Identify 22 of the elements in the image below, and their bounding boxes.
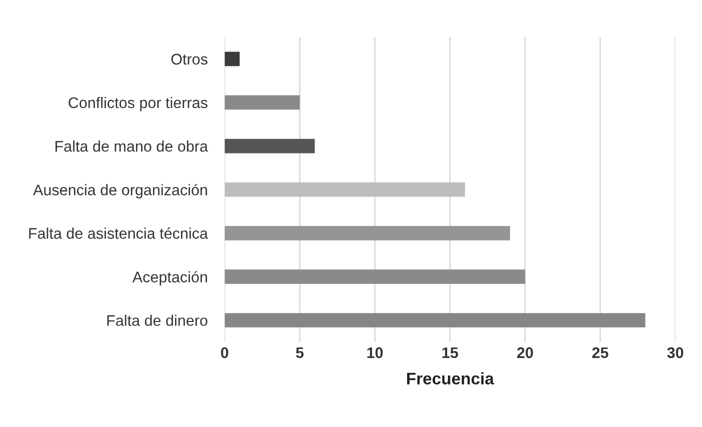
- y-tick-label: Falta de dinero: [107, 314, 208, 326]
- bar: [224, 226, 510, 240]
- bar: [224, 270, 526, 284]
- x-axis-title: Frecuencia: [407, 372, 494, 384]
- bar: [224, 182, 466, 197]
- y-tick-label: Conflictos por tierras: [68, 96, 208, 112]
- y-tick-label: Falta de asistencia técnica: [29, 227, 208, 239]
- y-tick-label: Ausencia de organización: [33, 184, 207, 198]
- x-tick-label: 25: [592, 347, 608, 358]
- x-tick-label: 0: [220, 347, 228, 358]
- bar: [224, 313, 646, 328]
- x-tick-label: 20: [517, 347, 533, 358]
- x-tick-label: 30: [667, 347, 684, 358]
- y-tick-label: Falta de mano de obra: [56, 140, 208, 152]
- bar: [224, 138, 315, 154]
- y-tick-label: Aceptación: [132, 271, 207, 286]
- x-tick-label: 5: [296, 347, 304, 358]
- bar: [224, 52, 240, 66]
- x-tick-label: 10: [367, 347, 383, 358]
- y-tick-label: Otros: [171, 54, 208, 65]
- bar: [224, 95, 300, 110]
- x-tick-label: 15: [442, 347, 458, 358]
